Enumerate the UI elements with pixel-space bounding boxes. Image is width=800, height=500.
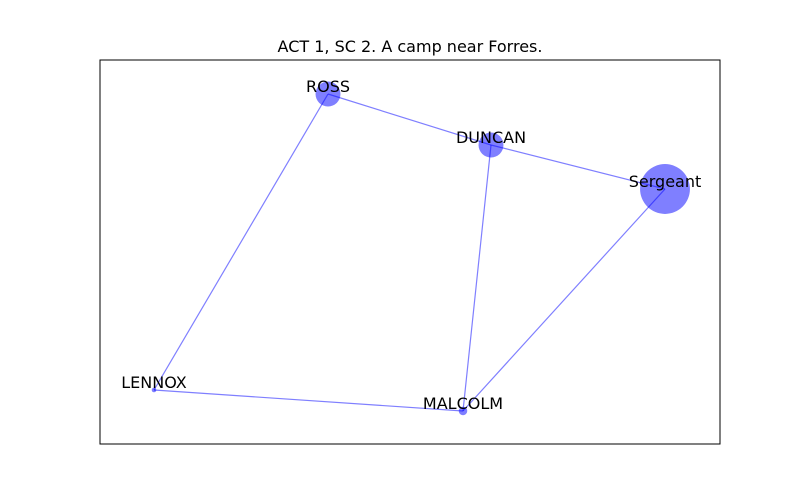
node-duncan (478, 132, 504, 158)
nodes-layer (151, 81, 690, 416)
edge-lennox-malcolm (153, 389, 464, 412)
node-label-lennox: LENNOX (121, 373, 187, 392)
node-label-malcolm: MALCOLM (423, 394, 503, 413)
node-malcolm (458, 406, 468, 416)
node-label-duncan: DUNCAN (456, 128, 526, 147)
edge-ross-duncan (327, 93, 492, 146)
edge-ross-lennox (153, 93, 329, 391)
edge-duncan-sergeant (490, 144, 666, 190)
node-sergeant (640, 164, 690, 214)
edge-duncan-malcolm (462, 144, 492, 412)
node-label-sergeant: Sergeant (629, 172, 702, 191)
edges-layer (153, 93, 666, 412)
edge-sergeant-malcolm (462, 188, 666, 412)
node-label-ross: ROSS (306, 77, 350, 96)
chart-title: ACT 1, SC 2. A camp near Forres. (278, 37, 543, 56)
node-ross (315, 81, 341, 107)
node-lennox (151, 387, 157, 393)
plot-frame (99, 59, 721, 445)
labels-layer: ROSS DUNCAN Sergeant LENNOX MALCOLM (121, 77, 701, 413)
